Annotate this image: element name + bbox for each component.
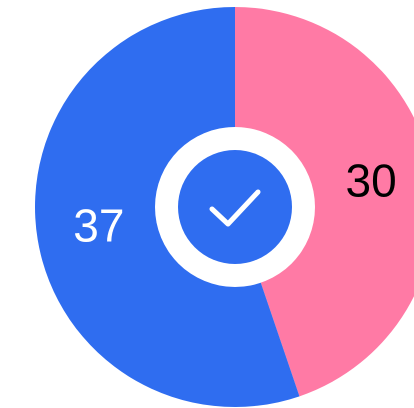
slice	[235, 7, 414, 397]
value-label: 30	[346, 155, 397, 207]
check-icon	[209, 189, 261, 227]
value-label: 37	[73, 200, 124, 252]
center-button[interactable]	[178, 150, 292, 264]
